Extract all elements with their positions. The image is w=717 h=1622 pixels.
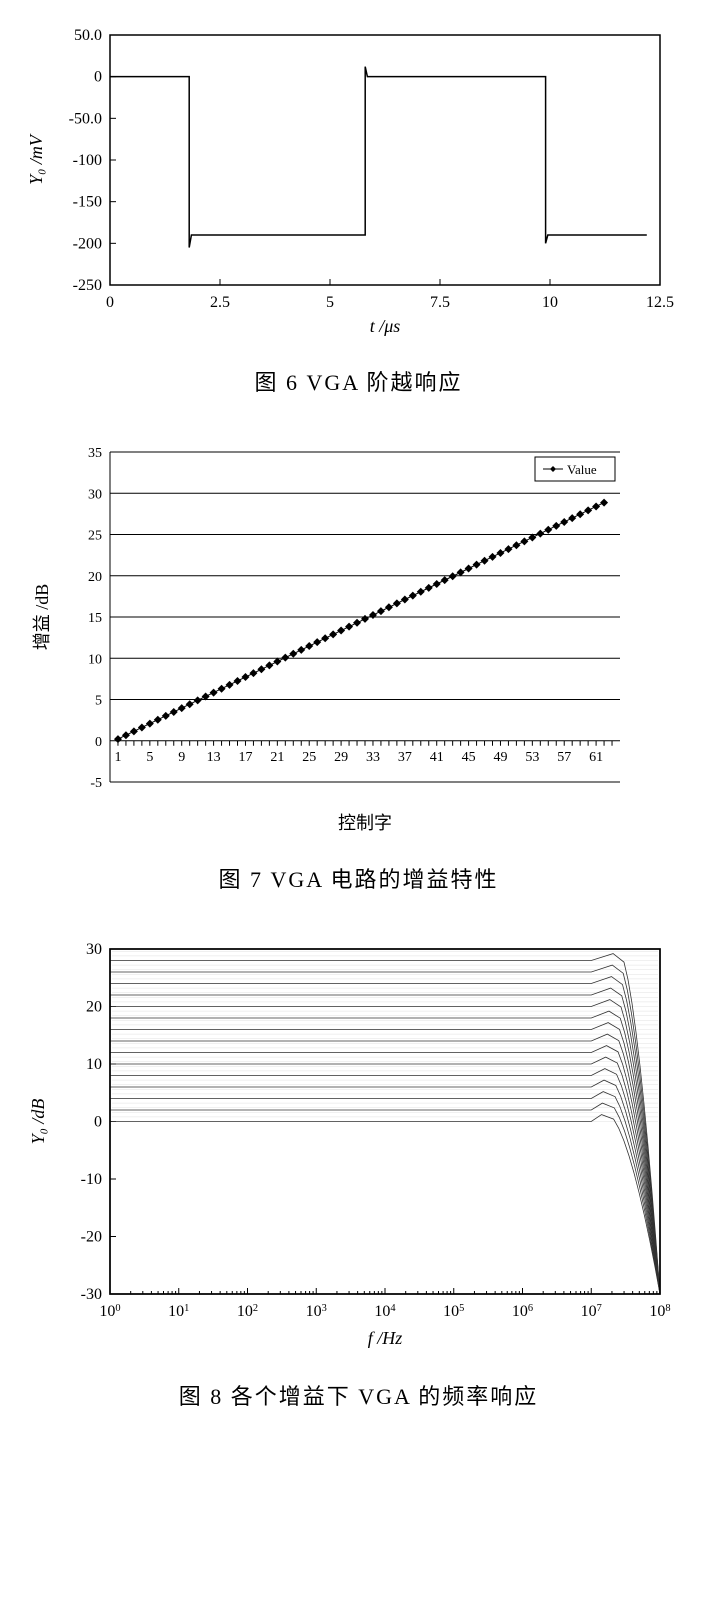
svg-text:增益 /dB: 增益 /dB	[32, 584, 52, 651]
svg-text:108: 108	[649, 1303, 670, 1321]
svg-text:107: 107	[581, 1303, 602, 1321]
svg-text:5: 5	[146, 750, 153, 765]
svg-text:0: 0	[106, 294, 114, 311]
svg-text:1: 1	[114, 750, 121, 765]
svg-text:30: 30	[88, 487, 102, 502]
fig7-caption: 图 7 VGA 电路的增益特性	[20, 862, 697, 894]
svg-text:100: 100	[99, 1303, 120, 1321]
svg-text:10: 10	[542, 294, 558, 311]
svg-text:0: 0	[94, 1114, 102, 1131]
fig7-svg: -505101520253035159131721252933374145495…	[20, 437, 640, 837]
svg-text:10: 10	[86, 1056, 102, 1073]
svg-text:-5: -5	[90, 776, 102, 791]
svg-text:t /μs: t /μs	[370, 316, 401, 336]
svg-text:2.5: 2.5	[210, 294, 230, 311]
svg-text:0: 0	[94, 69, 102, 86]
svg-text:105: 105	[443, 1303, 464, 1321]
svg-text:-200: -200	[73, 235, 102, 252]
svg-text:57: 57	[557, 750, 571, 765]
svg-text:7.5: 7.5	[430, 294, 450, 311]
svg-text:13: 13	[207, 750, 221, 765]
svg-text:29: 29	[334, 750, 348, 765]
svg-text:5: 5	[326, 294, 334, 311]
svg-text:45: 45	[462, 750, 476, 765]
svg-text:12.5: 12.5	[646, 294, 674, 311]
svg-text:41: 41	[430, 750, 444, 765]
svg-text:61: 61	[589, 750, 603, 765]
svg-text:-10: -10	[81, 1171, 102, 1188]
fig7-chart: -505101520253035159131721252933374145495…	[20, 437, 697, 842]
svg-text:15: 15	[88, 611, 102, 626]
fig6-caption: 图 6 VGA 阶越响应	[20, 365, 697, 397]
svg-text:-250: -250	[73, 277, 102, 294]
svg-text:103: 103	[306, 1303, 327, 1321]
fig6-svg: -250 -200 -150 -100 -50.0 0 50.0 0 2.5 5 7.5 10 12.5…	[20, 20, 680, 340]
figure-6: -250 -200 -150 -100 -50.0 0 50.0 0 2.5 5 7.5 10 12.5…	[20, 20, 697, 397]
svg-text:20: 20	[88, 570, 102, 585]
svg-text:17: 17	[238, 750, 252, 765]
svg-text:-20: -20	[81, 1229, 102, 1246]
svg-text:50.0: 50.0	[74, 27, 102, 44]
fig8-svg: -30 -20 -10 0 10 20 30 100 101 102 103 104 105 106 107…	[20, 934, 680, 1354]
figure-7: -505101520253035159131721252933374145495…	[20, 437, 697, 894]
svg-text:5: 5	[95, 694, 102, 709]
svg-text:49: 49	[493, 750, 507, 765]
fig8-chart: -30 -20 -10 0 10 20 30 100 101 102 103 104 105 106 107…	[20, 934, 697, 1359]
svg-text:21: 21	[270, 750, 284, 765]
svg-text:104: 104	[374, 1303, 396, 1321]
svg-text:-50.0: -50.0	[69, 110, 102, 127]
svg-text:53: 53	[525, 750, 539, 765]
svg-text:25: 25	[88, 529, 102, 544]
svg-text:9: 9	[178, 750, 185, 765]
figure-8: -30 -20 -10 0 10 20 30 100 101 102 103 104 105 106 107…	[20, 934, 697, 1411]
svg-text:-30: -30	[81, 1286, 102, 1303]
svg-text:101: 101	[168, 1303, 189, 1321]
svg-text:35: 35	[88, 446, 102, 461]
svg-text:102: 102	[237, 1303, 258, 1321]
svg-text:Y₀ /mV: Y₀ /mV	[26, 133, 46, 185]
svg-text:-150: -150	[73, 194, 102, 211]
svg-text:10: 10	[88, 652, 102, 667]
svg-text:20: 20	[86, 999, 102, 1016]
svg-text:f /Hz: f /Hz	[368, 1328, 403, 1348]
svg-text:33: 33	[366, 750, 380, 765]
svg-text:25: 25	[302, 750, 316, 765]
svg-text:0: 0	[95, 735, 102, 750]
svg-text:30: 30	[86, 941, 102, 958]
svg-text:106: 106	[512, 1303, 533, 1321]
fig6-chart: -250 -200 -150 -100 -50.0 0 50.0 0 2.5 5 7.5 10 12.5…	[20, 20, 697, 345]
svg-text:-100: -100	[73, 152, 102, 169]
svg-text:控制字: 控制字	[338, 813, 392, 833]
svg-text:Y₀ /dB: Y₀ /dB	[28, 1099, 48, 1145]
svg-text:Value: Value	[567, 462, 597, 477]
fig8-caption: 图 8 各个增益下 VGA 的频率响应	[20, 1379, 697, 1411]
svg-text:37: 37	[398, 750, 412, 765]
